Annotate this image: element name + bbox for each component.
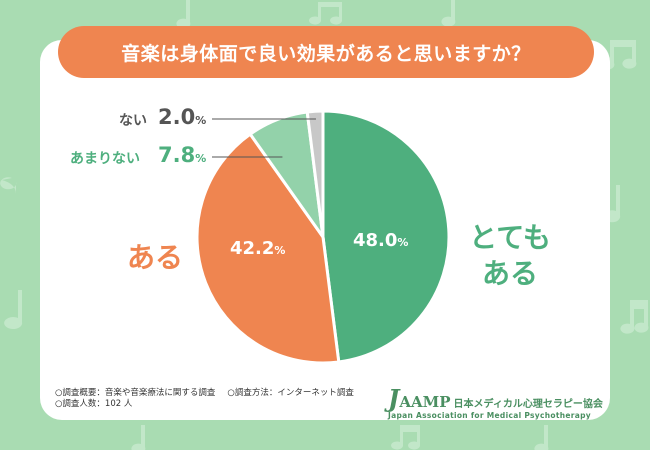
survey-overview: ○調査概要：音楽や音楽療法に関する調査 [55, 388, 216, 398]
music-note-icon [0, 177, 17, 194]
pie-slice-0 [321, 109, 451, 364]
logo-main: AAMP [399, 393, 451, 411]
music-note-icon [391, 425, 421, 450]
data-label-amari: 7.8% [158, 143, 207, 167]
survey-count: ○調査人数：102 人 [55, 399, 133, 409]
survey-notes: ○調査概要：音楽や音楽療法に関する調査 ○調査方法：インターネット調査 ○調査人数… [55, 388, 354, 410]
legend-label-totemo-line2: ある [481, 257, 538, 290]
data-label-nai: 2.0% [158, 105, 207, 129]
data-label-totemo: 48.0% [353, 230, 409, 251]
logo-japanese-name: 日本メディカル心理セラピー協会 [453, 399, 603, 410]
legend-label-totemo-line1: とても [469, 221, 551, 254]
music-note-icon [4, 290, 23, 330]
music-note-icon [176, 0, 191, 29]
logo-english-name: Japan Association for Medical Psychother… [388, 411, 591, 420]
logo-j: J [388, 384, 400, 413]
data-label-aru: 42.2% [230, 238, 286, 259]
music-note-icon [441, 0, 456, 27]
legend-label-aru: ある [127, 241, 184, 274]
music-note-icon [620, 300, 649, 334]
music-note-icon [131, 425, 146, 450]
music-note-icon [534, 425, 549, 450]
pie-slice-3 [305, 109, 325, 239]
legend-label-nai: ない [119, 113, 147, 129]
legend-label-totemo: とても ある [465, 220, 555, 292]
jaamp-logo: JAAMP 日本メディカル心理セラピー協会 Japan Association f… [388, 384, 603, 420]
chart-title: 音楽は身体面で良い効果があると思いますか？ [58, 26, 594, 78]
legend-label-amari: あまりない [70, 151, 140, 167]
survey-method: ○調査方法：インターネット調査 [227, 388, 354, 398]
music-note-icon [309, 2, 343, 25]
pie-slice-1 [195, 132, 341, 365]
